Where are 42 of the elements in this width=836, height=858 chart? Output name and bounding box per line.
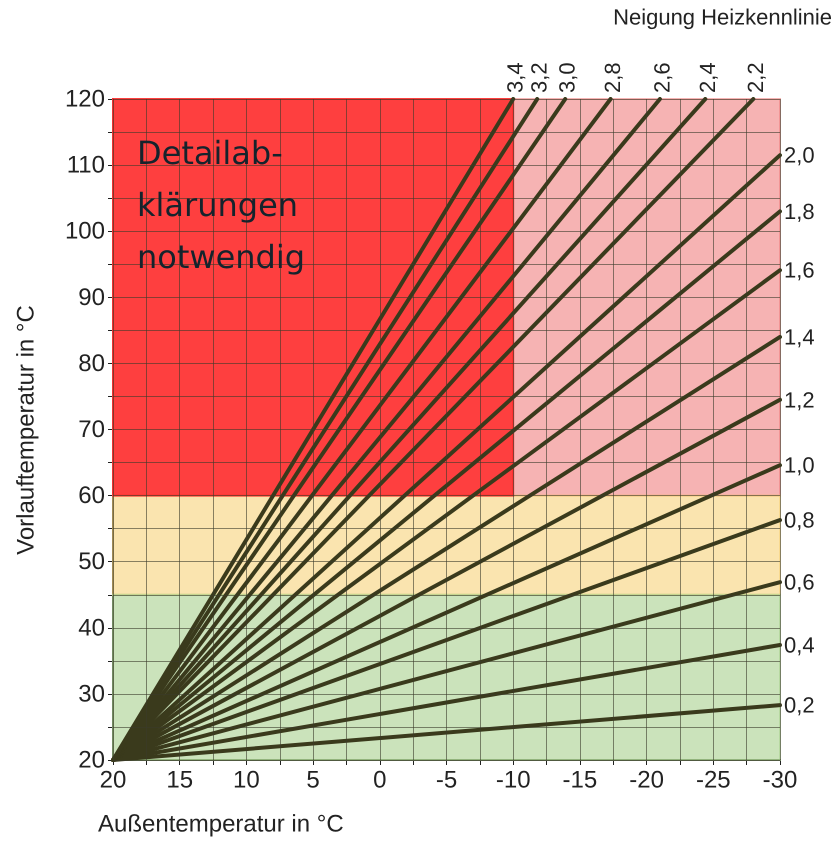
- band-label: Detailab- klärungen notwendig: [137, 134, 306, 276]
- x-tick-label: 15: [166, 766, 194, 794]
- series-label: 1,8: [784, 198, 815, 224]
- series-label: 0,2: [784, 692, 815, 718]
- series-label: 1,0: [784, 452, 815, 478]
- series-label: 0,6: [784, 570, 815, 595]
- text: 2,6: [649, 62, 674, 93]
- x-tick-label: 10: [233, 766, 260, 794]
- text: 2,4: [694, 62, 720, 93]
- x-tick-label: -25: [696, 766, 731, 794]
- text: 2,8: [600, 62, 626, 93]
- y-tick-label: 100: [64, 218, 105, 245]
- y-axis-title: Vorlauftemperatur in °C: [12, 305, 40, 555]
- x-tick-label: -30: [762, 766, 798, 794]
- x-tick-label: 20: [100, 766, 126, 794]
- text: 3,0: [554, 62, 580, 93]
- text: 3,2: [526, 62, 552, 93]
- x-tick-label: -5: [436, 766, 458, 794]
- legend-title: Neigung Heizkennlinie: [613, 4, 832, 30]
- series-label: 0,4: [784, 632, 815, 658]
- y-tick-label: 80: [78, 350, 105, 377]
- y-tick-label: 120: [64, 86, 105, 112]
- series-label: 2,0: [784, 142, 815, 168]
- series-label: 1,6: [784, 258, 815, 283]
- x-tick-label: 0: [373, 766, 386, 794]
- y-tick-label: 70: [78, 416, 105, 443]
- x-tick-label: -15: [562, 766, 598, 794]
- y-tick-label: 40: [78, 614, 105, 642]
- text: 2,2: [742, 62, 768, 93]
- series-label: 1,4: [784, 324, 815, 350]
- x-axis-title: Außentemperatur in °C: [98, 810, 344, 838]
- series-label: 1,2: [784, 387, 815, 412]
- y-tick-label: 60: [78, 482, 105, 510]
- y-tick-label: 30: [78, 680, 105, 708]
- y-tick-label: 90: [78, 284, 105, 311]
- y-tick-label: 110: [66, 152, 105, 179]
- text: 3,4: [502, 62, 528, 93]
- y-tick-label: 50: [78, 548, 105, 576]
- series-label: 0,8: [784, 508, 815, 533]
- x-tick-label: -20: [629, 766, 664, 794]
- x-tick-label: 5: [306, 766, 320, 794]
- x-tick-label: -10: [496, 766, 531, 794]
